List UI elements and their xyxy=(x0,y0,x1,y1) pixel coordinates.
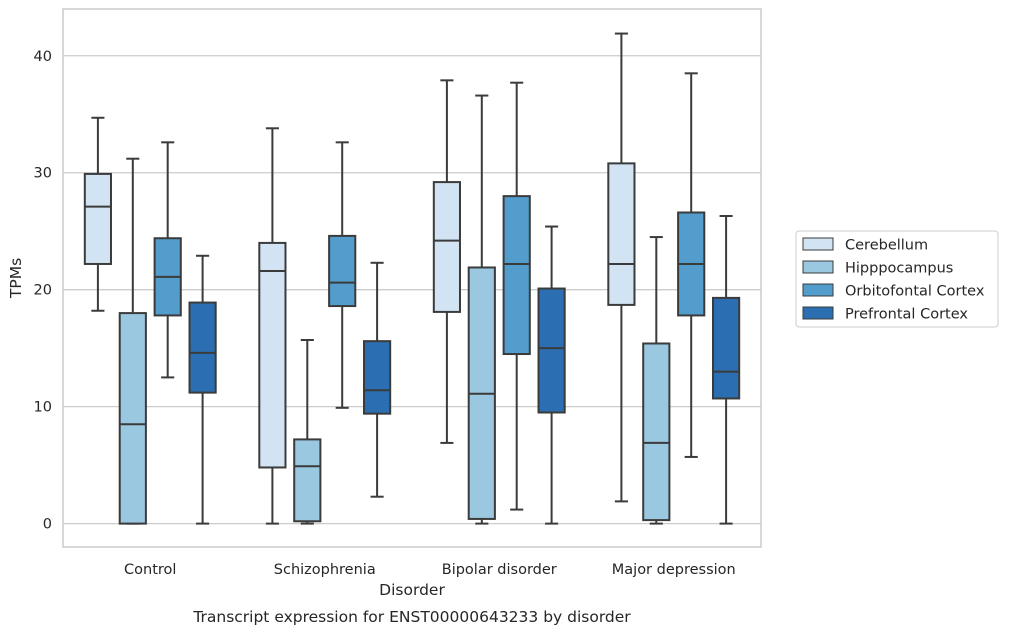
box-group xyxy=(188,254,217,525)
legend-swatch xyxy=(802,237,834,251)
legend-label: Orbitofontal Cortex xyxy=(845,284,985,300)
box-series xyxy=(83,32,741,525)
y-tick-labels: 0 10 20 30 40 xyxy=(34,49,52,533)
legend-frame xyxy=(795,230,999,328)
y-tick-label: 0 xyxy=(43,517,52,533)
box-group xyxy=(712,215,741,525)
box-group xyxy=(363,261,392,498)
legend-items: Cerebellum Hipppocampus Orbitofontal Corte… xyxy=(802,237,985,323)
box xyxy=(607,162,636,306)
box-group xyxy=(258,127,287,525)
box-group xyxy=(677,72,706,458)
x-tick-label: Control xyxy=(124,562,176,578)
legend: Cerebellum Hipppocampus Orbitofontal Corte… xyxy=(795,230,999,328)
legend-swatch xyxy=(802,306,834,320)
box-group xyxy=(328,141,357,409)
legend-swatch xyxy=(802,283,834,297)
box-group xyxy=(153,141,182,379)
legend-swatch xyxy=(802,260,834,274)
box xyxy=(363,340,392,415)
y-tick-label: 10 xyxy=(34,400,52,416)
box xyxy=(293,438,322,523)
box-group xyxy=(293,338,322,525)
plot-frame xyxy=(62,8,762,548)
box-group xyxy=(537,225,566,525)
y-tick-label: 40 xyxy=(34,49,52,65)
box-group xyxy=(118,157,147,525)
box-group xyxy=(642,236,671,525)
box xyxy=(188,301,217,394)
box xyxy=(502,195,531,356)
x-tick-label: Major depression xyxy=(612,562,736,578)
box-group xyxy=(432,79,461,444)
box xyxy=(642,342,671,522)
y-axis-title: TPMs xyxy=(7,258,25,299)
box-group xyxy=(607,32,636,503)
box xyxy=(118,312,147,525)
box-group xyxy=(502,81,531,511)
box xyxy=(432,181,461,313)
box-group xyxy=(83,116,112,312)
box xyxy=(328,234,357,308)
box xyxy=(537,287,566,414)
x-axis-title: Disorder xyxy=(379,581,445,599)
box xyxy=(83,172,112,265)
y-tick-label: 30 xyxy=(34,166,52,182)
legend-label: Hipppocampus xyxy=(845,261,953,277)
box-group xyxy=(467,94,496,525)
legend-label: Prefrontal Cortex xyxy=(845,307,968,323)
box xyxy=(258,241,287,469)
x-tick-labels: Control Schizophrenia Bipolar disorder Majo… xyxy=(124,562,736,578)
box xyxy=(712,296,741,400)
x-tick-label: Schizophrenia xyxy=(274,562,376,578)
y-tick-label: 20 xyxy=(34,283,52,299)
chart-title: Transcript expression for ENST0000064323… xyxy=(192,608,631,626)
x-tick-label: Bipolar disorder xyxy=(442,562,557,578)
legend-label: Cerebellum xyxy=(845,238,928,254)
